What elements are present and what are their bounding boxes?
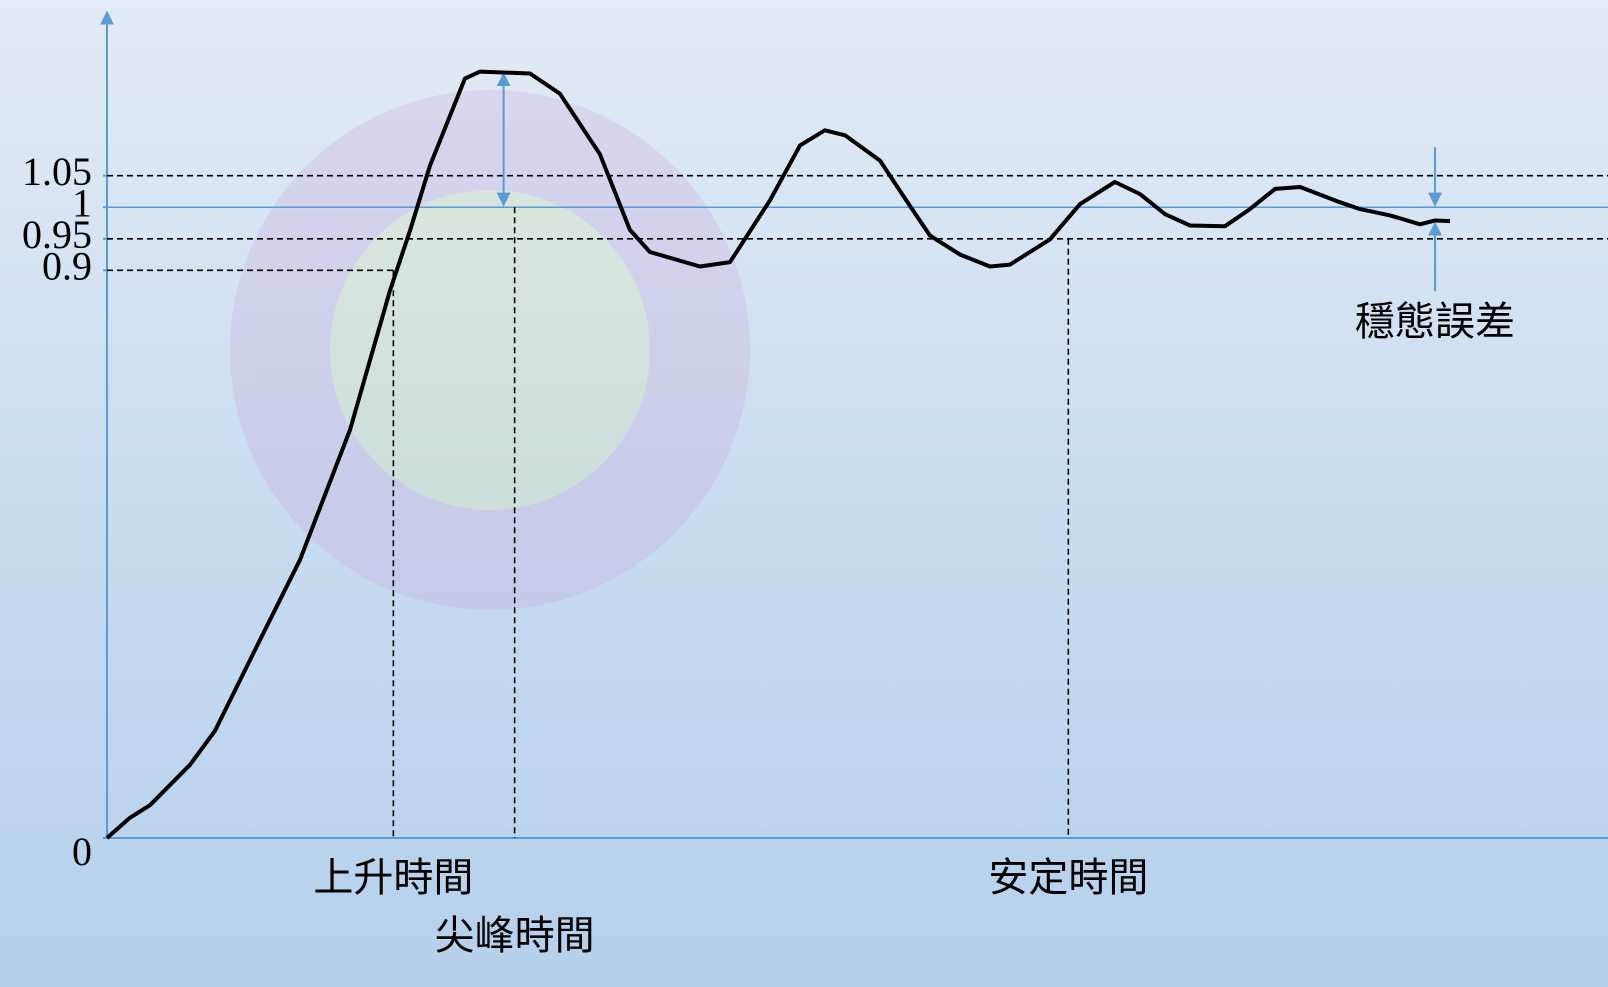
response-curve: [105, 69, 1451, 840]
y-tick-label: 0.95: [22, 212, 92, 257]
y-tick-label: 0.9: [42, 243, 92, 288]
y-tick-label: 1.05: [22, 149, 92, 194]
error-label: 穩態誤差: [1355, 299, 1515, 344]
y-tick-label: 1: [72, 180, 92, 225]
rise-time-label: 上升時間: [313, 855, 473, 900]
watermark: [230, 90, 750, 610]
y-tick-label: 0: [72, 829, 92, 874]
peak-time-label: 尖峰時間: [435, 913, 595, 958]
settling-time-label: 安定時間: [988, 855, 1148, 900]
